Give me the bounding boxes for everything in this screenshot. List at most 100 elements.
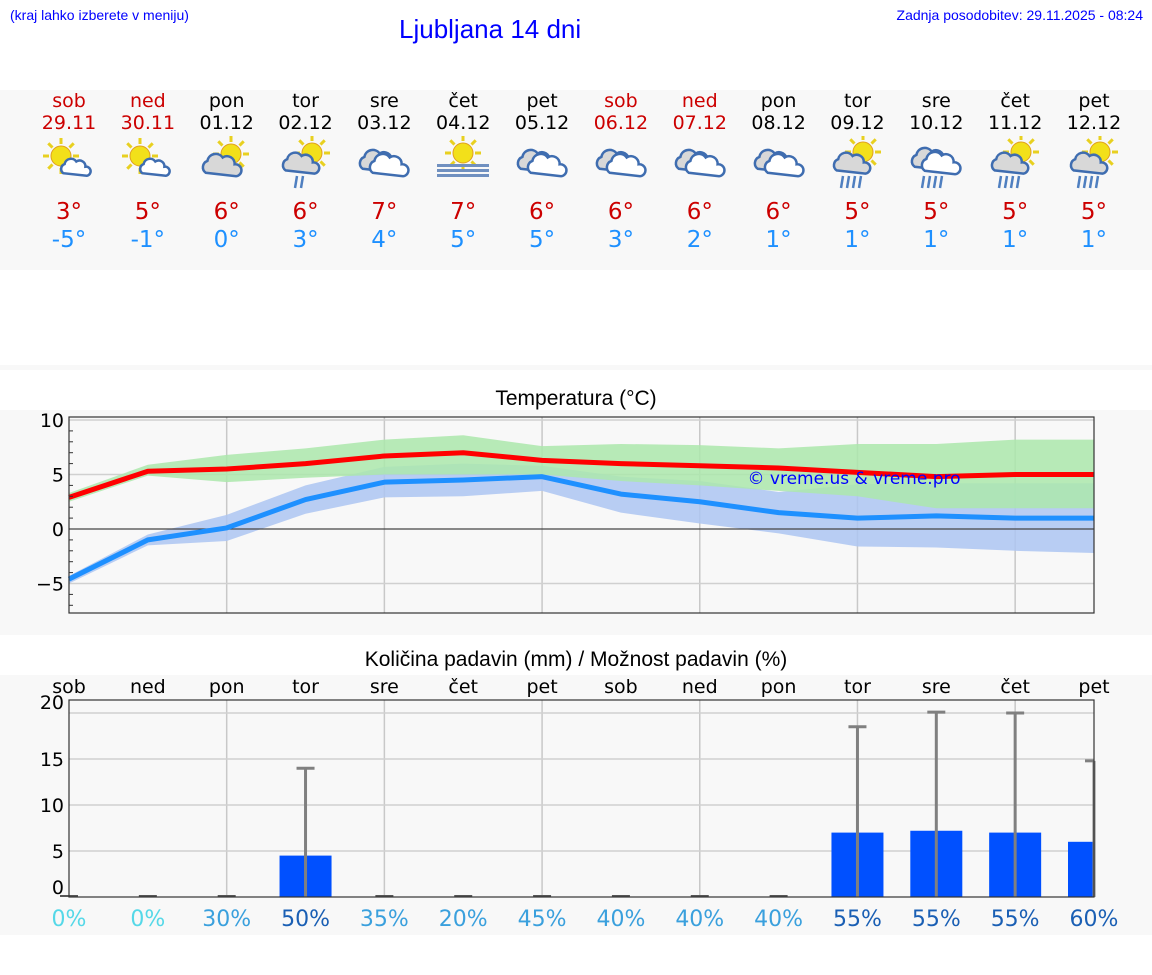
rain-drop (997, 175, 1003, 189)
precip-probability-label: 0% (52, 907, 87, 932)
temp-min: 2° (686, 227, 713, 253)
sun-ray (849, 138, 857, 145)
sun-ray (238, 161, 245, 168)
temp-min: 1° (844, 227, 871, 253)
precip-bar (1068, 841, 1094, 897)
precipitation-chart-title: Količina padavin (mm) / Možnost padavin … (364, 648, 788, 671)
x-tick-label: pon (761, 676, 797, 698)
sun-disc (452, 142, 474, 164)
day-name: pon (208, 90, 245, 112)
day-date: 08.12 (751, 112, 806, 134)
icon-group (359, 148, 411, 178)
x-tick-label: ned (130, 676, 166, 698)
y-tick-label: 10 (40, 795, 64, 817)
x-tick-label: sre (370, 676, 399, 698)
day-name: pet (1078, 90, 1110, 112)
day-forecast: sob 29.11 3° -5° (30, 90, 108, 253)
cloudy-icon (359, 148, 411, 178)
y-tick-label: 20 (40, 692, 64, 714)
sun-ray (1086, 138, 1093, 145)
watermark: © vreme.us & vreme.pro (747, 469, 960, 489)
icon-group (990, 136, 1040, 189)
location-hint: (kraj lahko izberete v meniju) (10, 7, 189, 23)
day-date: 04.12 (436, 112, 491, 134)
x-tick-label: čet (448, 676, 478, 698)
cloud-shape (138, 157, 171, 178)
day-forecast: čet 04.12 7° 5° (424, 90, 502, 253)
icon-group (437, 136, 490, 177)
sun-ray (297, 139, 305, 146)
daily-forecast-strip: sob 29.11 3° -5° ned 30.11 5° -1° pon 01.12 6° 0… (0, 90, 1152, 270)
precip-probability-label: 50% (281, 907, 330, 932)
temp-max: 5° (844, 199, 871, 225)
fog-line (437, 174, 490, 177)
precip-probability-label: 60% (1070, 907, 1119, 932)
day-forecast: tor 02.12 6° 3° (267, 90, 345, 253)
cloud-shape (684, 152, 726, 178)
temp-max: 6° (686, 199, 713, 225)
precip-probability-label: 20% (439, 907, 488, 932)
sun-ray (126, 163, 133, 170)
day-forecast: tor 09.12 5° 1° (818, 90, 896, 253)
day-forecast: pon 01.12 6° 0° (188, 90, 266, 253)
temp-min: 1° (1002, 227, 1029, 253)
rain-drop (1082, 175, 1088, 189)
rain-drop (858, 175, 863, 189)
sun-fog-icon (437, 136, 490, 177)
sun-ray (1028, 138, 1035, 145)
icon-group (43, 138, 92, 178)
day-date: 07.12 (672, 112, 727, 134)
rain-drop (1076, 175, 1082, 189)
cloud-shape (59, 157, 92, 178)
day-name: čet (448, 90, 479, 112)
precip-probability-label: 30% (202, 907, 251, 932)
plot-frame (68, 699, 1095, 898)
icon-group (753, 148, 805, 178)
temp-max: 5° (923, 199, 950, 225)
y-tick-label: 0 (52, 519, 64, 541)
rain-drop (299, 175, 304, 189)
day-date: 10.12 (909, 112, 964, 134)
day-forecast: pon 08.12 6° 1° (740, 90, 818, 253)
precip-probability-label: 55% (991, 907, 1040, 932)
plot-frame (68, 416, 1095, 614)
sun-ray (870, 138, 878, 145)
rain-drop (840, 175, 845, 189)
sun-cloud-icon (201, 136, 249, 178)
rain-drop (1015, 175, 1021, 189)
day-date: 06.12 (593, 112, 649, 134)
sun-ray (1028, 159, 1035, 166)
sun-ray (47, 142, 54, 149)
day-name: sob (52, 90, 86, 112)
day-name: čet (1000, 90, 1030, 112)
temp-min: 5° (450, 227, 477, 253)
day-forecast: pet 12.12 5° 1° (1055, 90, 1133, 253)
day-date: 11.12 (987, 112, 1043, 134)
sun-cloud-drizzle-icon (281, 136, 330, 189)
day-name: ned (129, 90, 166, 112)
icon-group (121, 138, 171, 178)
icon-group (1069, 136, 1118, 189)
temperature-chart-title: Temperatura (°C) (495, 387, 657, 410)
sun-ray (1107, 138, 1114, 145)
sun-cloud-rain-icon (833, 136, 882, 189)
y-tick-label: 5 (52, 465, 64, 487)
day-name: sob (604, 90, 638, 112)
temp-min: 4° (371, 227, 398, 253)
divider (0, 365, 1152, 370)
cloud-shape (920, 150, 962, 176)
temp-min: 1° (765, 227, 792, 253)
cloudy-icon (516, 148, 568, 178)
precip-probability-label: 40% (754, 907, 803, 932)
cloud-shape (990, 151, 1030, 175)
y-tick-label: 0 (52, 877, 64, 899)
cloud-shape (1069, 151, 1109, 175)
last-updated: Zadnja posodobitev: 29.11.2025 - 08:24 (896, 7, 1143, 23)
x-tick-label: sob (52, 676, 86, 698)
sun-ray (870, 159, 878, 166)
temp-min: -1° (130, 227, 166, 253)
rain-drop (846, 175, 851, 189)
icon-group (910, 146, 962, 189)
